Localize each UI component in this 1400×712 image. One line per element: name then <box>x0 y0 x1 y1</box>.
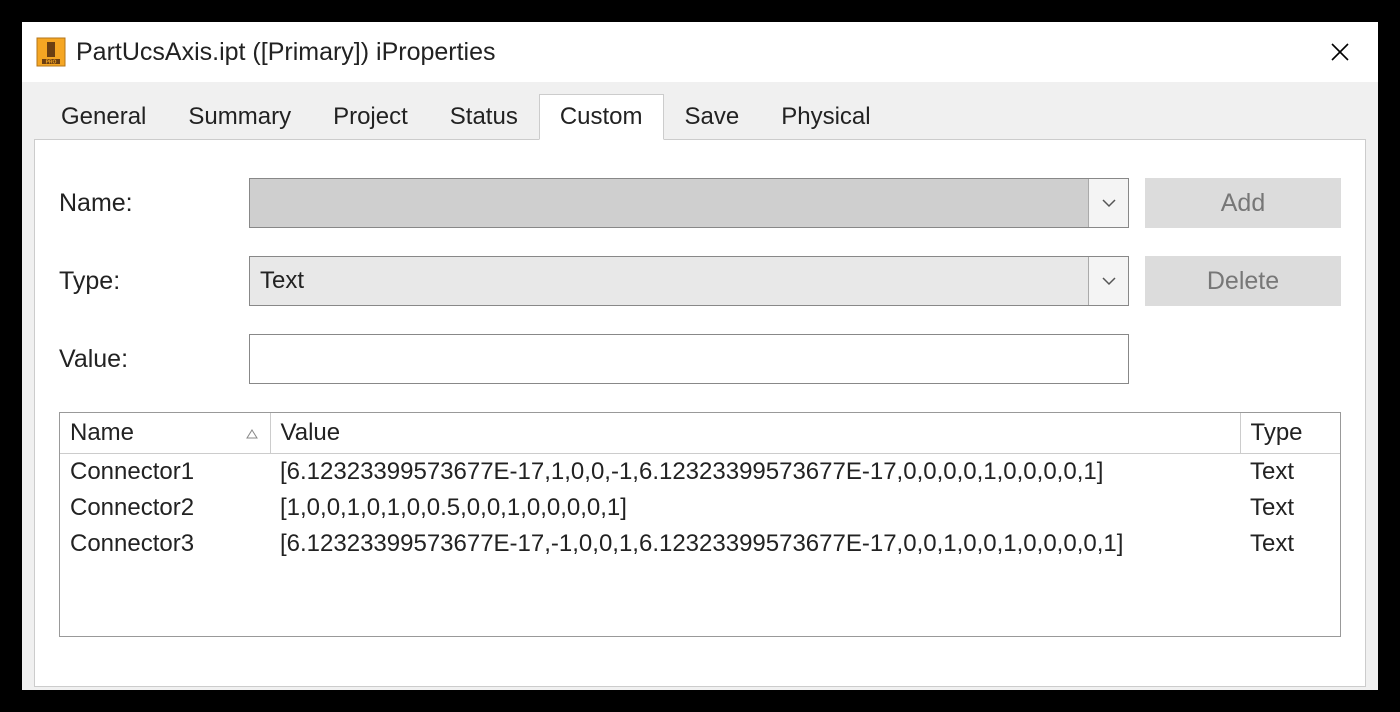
cell-value: [6.12323399573677E-17,-1,0,0,1,6.1232339… <box>270 526 1240 562</box>
value-input[interactable] <box>249 334 1129 384</box>
table-row[interactable]: Connector1[6.12323399573677E-17,1,0,0,-1… <box>60 454 1340 491</box>
header-name-label: Name <box>70 419 134 446</box>
window-title: PartUcsAxis.ipt ([Primary]) iProperties <box>76 38 1320 67</box>
iproperties-window: PRO PartUcsAxis.ipt ([Primary]) iPropert… <box>22 22 1378 690</box>
name-input[interactable] <box>250 179 1088 227</box>
cell-type: Text <box>1240 526 1340 562</box>
app-icon: PRO <box>36 37 66 67</box>
label-value: Value: <box>59 345 249 374</box>
name-combo[interactable] <box>249 178 1129 228</box>
add-button[interactable]: Add <box>1145 178 1341 228</box>
tab-summary[interactable]: Summary <box>167 94 312 140</box>
tab-project[interactable]: Project <box>312 94 429 140</box>
close-icon <box>1331 43 1349 61</box>
header-name[interactable]: Name <box>60 413 270 454</box>
cell-name: Connector2 <box>60 490 270 526</box>
header-value[interactable]: Value <box>270 413 1240 454</box>
header-type-label: Type <box>1251 419 1303 446</box>
titlebar: PRO PartUcsAxis.ipt ([Primary]) iPropert… <box>22 22 1378 82</box>
type-input[interactable]: Text <box>250 257 1088 305</box>
properties-table[interactable]: Name Value Type <box>60 413 1340 562</box>
table-row[interactable]: Connector2[1,0,0,1,0,1,0,0.5,0,0,1,0,0,0… <box>60 490 1340 526</box>
cell-value: [6.12323399573677E-17,1,0,0,-1,6.1232339… <box>270 454 1240 491</box>
close-button[interactable] <box>1320 32 1360 72</box>
name-dropdown-button[interactable] <box>1088 179 1128 227</box>
tab-general[interactable]: General <box>40 94 167 140</box>
tab-physical[interactable]: Physical <box>760 94 891 140</box>
tab-strip: GeneralSummaryProjectStatusCustomSavePhy… <box>40 94 1366 140</box>
type-combo[interactable]: Text <box>249 256 1129 306</box>
row-type: Type: Text Delete <box>59 256 1341 306</box>
svg-text:PRO: PRO <box>46 60 57 66</box>
cell-value: [1,0,0,1,0,1,0,0.5,0,0,1,0,0,0,0,1] <box>270 490 1240 526</box>
cell-name: Connector3 <box>60 526 270 562</box>
properties-table-container: Name Value Type <box>59 412 1341 637</box>
table-row[interactable]: Connector3[6.12323399573677E-17,-1,0,0,1… <box>60 526 1340 562</box>
row-value: Value: <box>59 334 1341 384</box>
cell-type: Text <box>1240 454 1340 491</box>
chevron-down-icon <box>1102 198 1116 208</box>
content-area: GeneralSummaryProjectStatusCustomSavePhy… <box>22 82 1378 690</box>
tab-save[interactable]: Save <box>664 94 761 140</box>
sort-asc-icon <box>246 419 258 447</box>
label-type: Type: <box>59 267 249 296</box>
cell-type: Text <box>1240 490 1340 526</box>
tab-status[interactable]: Status <box>429 94 539 140</box>
tab-custom[interactable]: Custom <box>539 94 664 140</box>
label-name: Name: <box>59 189 249 218</box>
type-dropdown-button[interactable] <box>1088 257 1128 305</box>
header-type[interactable]: Type <box>1240 413 1340 454</box>
tab-custom-body: Name: Add Type: Text <box>34 139 1366 687</box>
table-header-row: Name Value Type <box>60 413 1340 454</box>
row-name: Name: Add <box>59 178 1341 228</box>
chevron-down-icon <box>1102 276 1116 286</box>
header-value-label: Value <box>281 419 341 446</box>
delete-button[interactable]: Delete <box>1145 256 1341 306</box>
cell-name: Connector1 <box>60 454 270 491</box>
